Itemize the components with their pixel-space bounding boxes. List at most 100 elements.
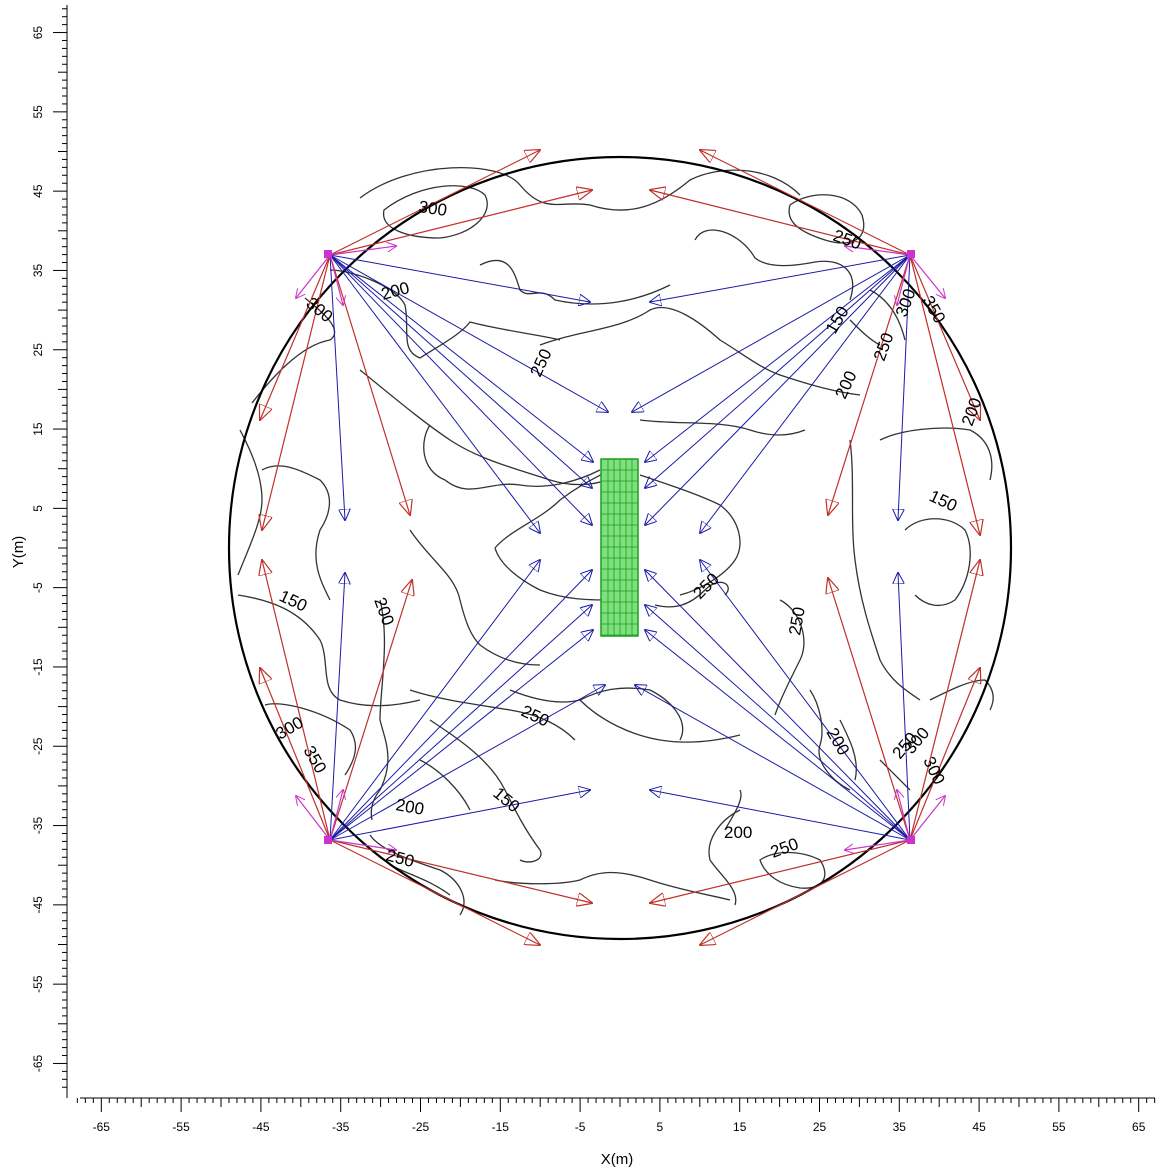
- blue-arrow: [645, 254, 911, 525]
- blue-arrow: [645, 570, 911, 841]
- x-tick-label: 5: [657, 1120, 664, 1134]
- x-axis: -65 -55 -45 -35 -25 -15 -5 5 15 25 35 45 55 65 X(m): [76, 1097, 1156, 1168]
- blue-arrow: [329, 790, 590, 841]
- contour-label: 250: [526, 346, 555, 380]
- magenta-arrow: [909, 796, 945, 841]
- y-axis-title: Y(m): [10, 536, 27, 569]
- contour-label: 250: [384, 846, 416, 872]
- red-arrow: [260, 668, 331, 841]
- contour-line: [329, 269, 561, 359]
- blue-arrow: [329, 254, 592, 525]
- blue-arrow: [898, 573, 911, 841]
- contour-label: 200: [370, 595, 398, 628]
- contour-label: 150: [822, 303, 853, 337]
- red-arrow: [262, 254, 331, 530]
- contour-label: 200: [394, 795, 425, 819]
- y-tick-label: 35: [31, 263, 45, 277]
- contour-line: [839, 719, 857, 781]
- contour-line: [708, 809, 741, 906]
- blue-arrow: [700, 254, 911, 533]
- blue-arrow: [898, 254, 911, 520]
- contour-label: 250: [689, 569, 722, 602]
- contour-label: 200: [831, 368, 860, 402]
- contour-line: [251, 297, 336, 404]
- red-arrow: [329, 839, 592, 903]
- magenta-arrow: [897, 790, 911, 841]
- contour-label: 200: [724, 823, 752, 842]
- red-arrow: [329, 839, 540, 945]
- contour-line: [774, 599, 805, 716]
- magenta-arrow: [296, 254, 331, 298]
- x-tick-label: -15: [492, 1120, 510, 1134]
- contour-line: [869, 289, 906, 341]
- central-grid: [600, 458, 639, 637]
- magenta-arrow: [329, 790, 343, 841]
- contour-line: [237, 594, 421, 707]
- red-arrow: [909, 254, 980, 535]
- magenta-arrow: [897, 254, 911, 305]
- magenta-arrow: [296, 796, 331, 841]
- x-tick-label: 55: [1052, 1120, 1066, 1134]
- blue-arrow: [329, 560, 540, 841]
- y-tick-label: -35: [31, 817, 45, 835]
- x-tick-label: -5: [575, 1120, 586, 1134]
- contour-line: [429, 719, 542, 863]
- contour-line: [788, 194, 865, 244]
- blue-arrow: [635, 685, 911, 841]
- contour-line: [494, 469, 611, 549]
- contour-label: 200: [379, 278, 411, 304]
- blue-arrow: [329, 573, 345, 841]
- blue-arrow: [645, 630, 911, 841]
- contour-label: 250: [768, 834, 801, 862]
- blue-arrow: [700, 560, 911, 841]
- blue-arrow: [329, 254, 345, 520]
- magenta-arrow: [909, 254, 945, 298]
- contour-line: [261, 465, 331, 601]
- blue-arrow: [650, 254, 911, 302]
- red-arrow: [909, 668, 980, 841]
- contour-line: [654, 581, 729, 608]
- contour-line: [639, 419, 806, 436]
- y-tick-label: 55: [31, 105, 45, 119]
- contour-line: [849, 439, 921, 701]
- corner-marker-ne: [907, 250, 915, 258]
- x-tick-label: 15: [733, 1120, 747, 1134]
- contour-line: [370, 599, 389, 821]
- contour-line: [237, 429, 263, 576]
- y-tick-label: -55: [31, 975, 45, 993]
- red-arrow: [650, 190, 911, 256]
- contour-line: [879, 759, 911, 791]
- y-axis: 65 55 45 35 25 15 5 -5 -15 -25 -35 -45 -55 -65 Y(m): [10, 5, 68, 1098]
- y-tick-label: -45: [31, 896, 45, 914]
- y-tick-label: 45: [31, 184, 45, 198]
- x-tick-label: -25: [412, 1120, 430, 1134]
- corner-marker-se: [907, 836, 915, 844]
- blue-arrow: [329, 685, 605, 841]
- x-axis-title: X(m): [601, 1151, 634, 1168]
- red-arrow: [909, 254, 980, 420]
- contour-line: [383, 185, 488, 239]
- contour-label: 250: [785, 605, 809, 636]
- contour-label: 300: [417, 197, 448, 220]
- x-axis-tick-labels: -65 -55 -45 -35 -25 -15 -5 5 15 25 35 45 55 65: [93, 1120, 1146, 1134]
- contour-line: [264, 703, 357, 776]
- red-arrow: [700, 839, 911, 945]
- red-arrow: [329, 150, 540, 256]
- contour-line: [694, 229, 854, 301]
- magenta-arrow: [329, 254, 343, 305]
- x-tick-label: 35: [893, 1120, 907, 1134]
- contour-line: [494, 547, 611, 601]
- x-tick-label: 25: [813, 1120, 827, 1134]
- contour-line: [759, 851, 826, 889]
- red-arrow: [329, 190, 592, 256]
- contour-line: [724, 789, 742, 831]
- x-tick-label: -35: [332, 1120, 350, 1134]
- contour-label: 350: [300, 743, 331, 777]
- blue-arrow: [329, 570, 592, 841]
- domain-boundary: [227, 155, 1013, 941]
- magenta-arrow: [329, 839, 396, 850]
- contour-line: [494, 871, 731, 901]
- contour-line: [639, 474, 741, 596]
- contour-line: [423, 424, 601, 490]
- blue-arrow: [329, 254, 590, 302]
